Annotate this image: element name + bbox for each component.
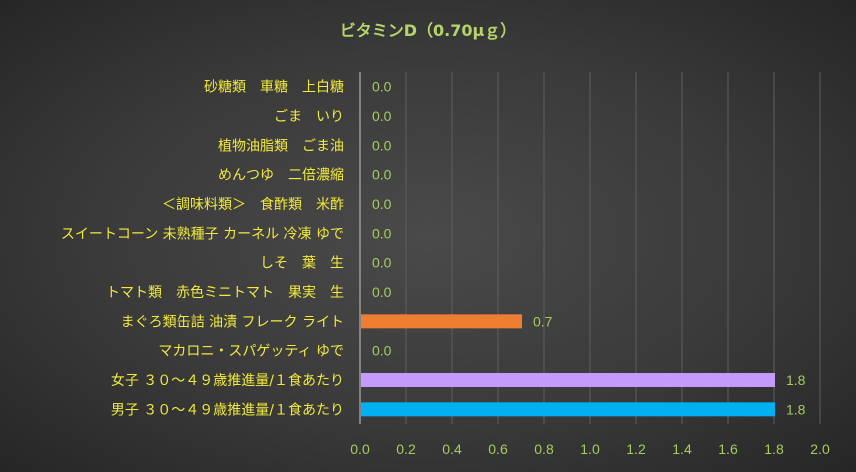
data-labels: 0.0 0.0 0.0 0.0 0.0 0.0 0.0 0.0 0.7 0.0 1.8 1.8	[372, 79, 806, 418]
data-label: 0.7	[533, 313, 553, 329]
data-label: 0.0	[372, 225, 392, 241]
data-label: 0.0	[372, 108, 392, 124]
data-label: 0.0	[372, 255, 392, 271]
category-label: 砂糖類 車糖 上白糖	[204, 79, 344, 96]
x-tick-label: 0.4	[442, 441, 462, 457]
bars	[361, 314, 775, 417]
category-label: 植物油脂類 ごま油	[218, 138, 344, 154]
data-label: 0.0	[372, 284, 392, 300]
data-label: 0.0	[372, 79, 392, 95]
x-tick-label: 1.4	[672, 441, 692, 457]
x-tick-label: 2.0	[810, 441, 830, 457]
x-tick-label: 0.6	[488, 441, 508, 457]
data-label: 0.0	[372, 196, 392, 212]
category-label: ＜調味料類＞ 食酢類 米酢	[162, 196, 344, 213]
x-tick-label: 1.0	[580, 441, 600, 457]
category-label: しそ 葉 生	[260, 256, 344, 272]
data-label: 0.0	[372, 167, 392, 183]
category-label: めんつゆ 二倍濃縮	[218, 168, 344, 184]
bar	[361, 402, 775, 417]
chart-title: ビタミンD（0.70μｇ）	[340, 21, 517, 41]
category-label: マカロニ・スパゲッティ ゆで	[158, 344, 344, 360]
category-label: 男子 ３０～４９歳推進量/１食あたり	[111, 401, 344, 418]
data-label: 1.8	[786, 401, 806, 417]
gridlines	[405, 72, 821, 424]
category-label: 女子 ３０～４９歳推進量/１食あたり	[111, 372, 344, 389]
bar	[361, 373, 775, 387]
data-label: 1.8	[786, 372, 806, 388]
x-axis-ticks: 0.0 0.2 0.4 0.6 0.8 1.0 1.2 1.4 1.6 1.8 2.0	[350, 441, 830, 457]
x-tick-label: 0.8	[534, 441, 554, 457]
x-tick-label: 0.0	[350, 441, 370, 457]
x-tick-label: 1.8	[764, 441, 784, 457]
x-tick-label: 0.2	[396, 441, 416, 457]
x-tick-label: 1.2	[626, 441, 646, 457]
data-label: 0.0	[372, 343, 392, 359]
category-label: ごま いり	[274, 109, 344, 125]
category-label: スイートコーン 未熟種子 カーネル 冷凍 ゆで	[61, 226, 344, 242]
bar	[361, 314, 522, 329]
x-tick-label: 1.6	[718, 441, 738, 457]
data-label: 0.0	[372, 137, 392, 153]
category-label: まぐろ類缶詰 油漬 フレーク ライト	[121, 314, 344, 330]
category-label: トマト類 赤色ミニトマト 果実 生	[106, 284, 344, 301]
